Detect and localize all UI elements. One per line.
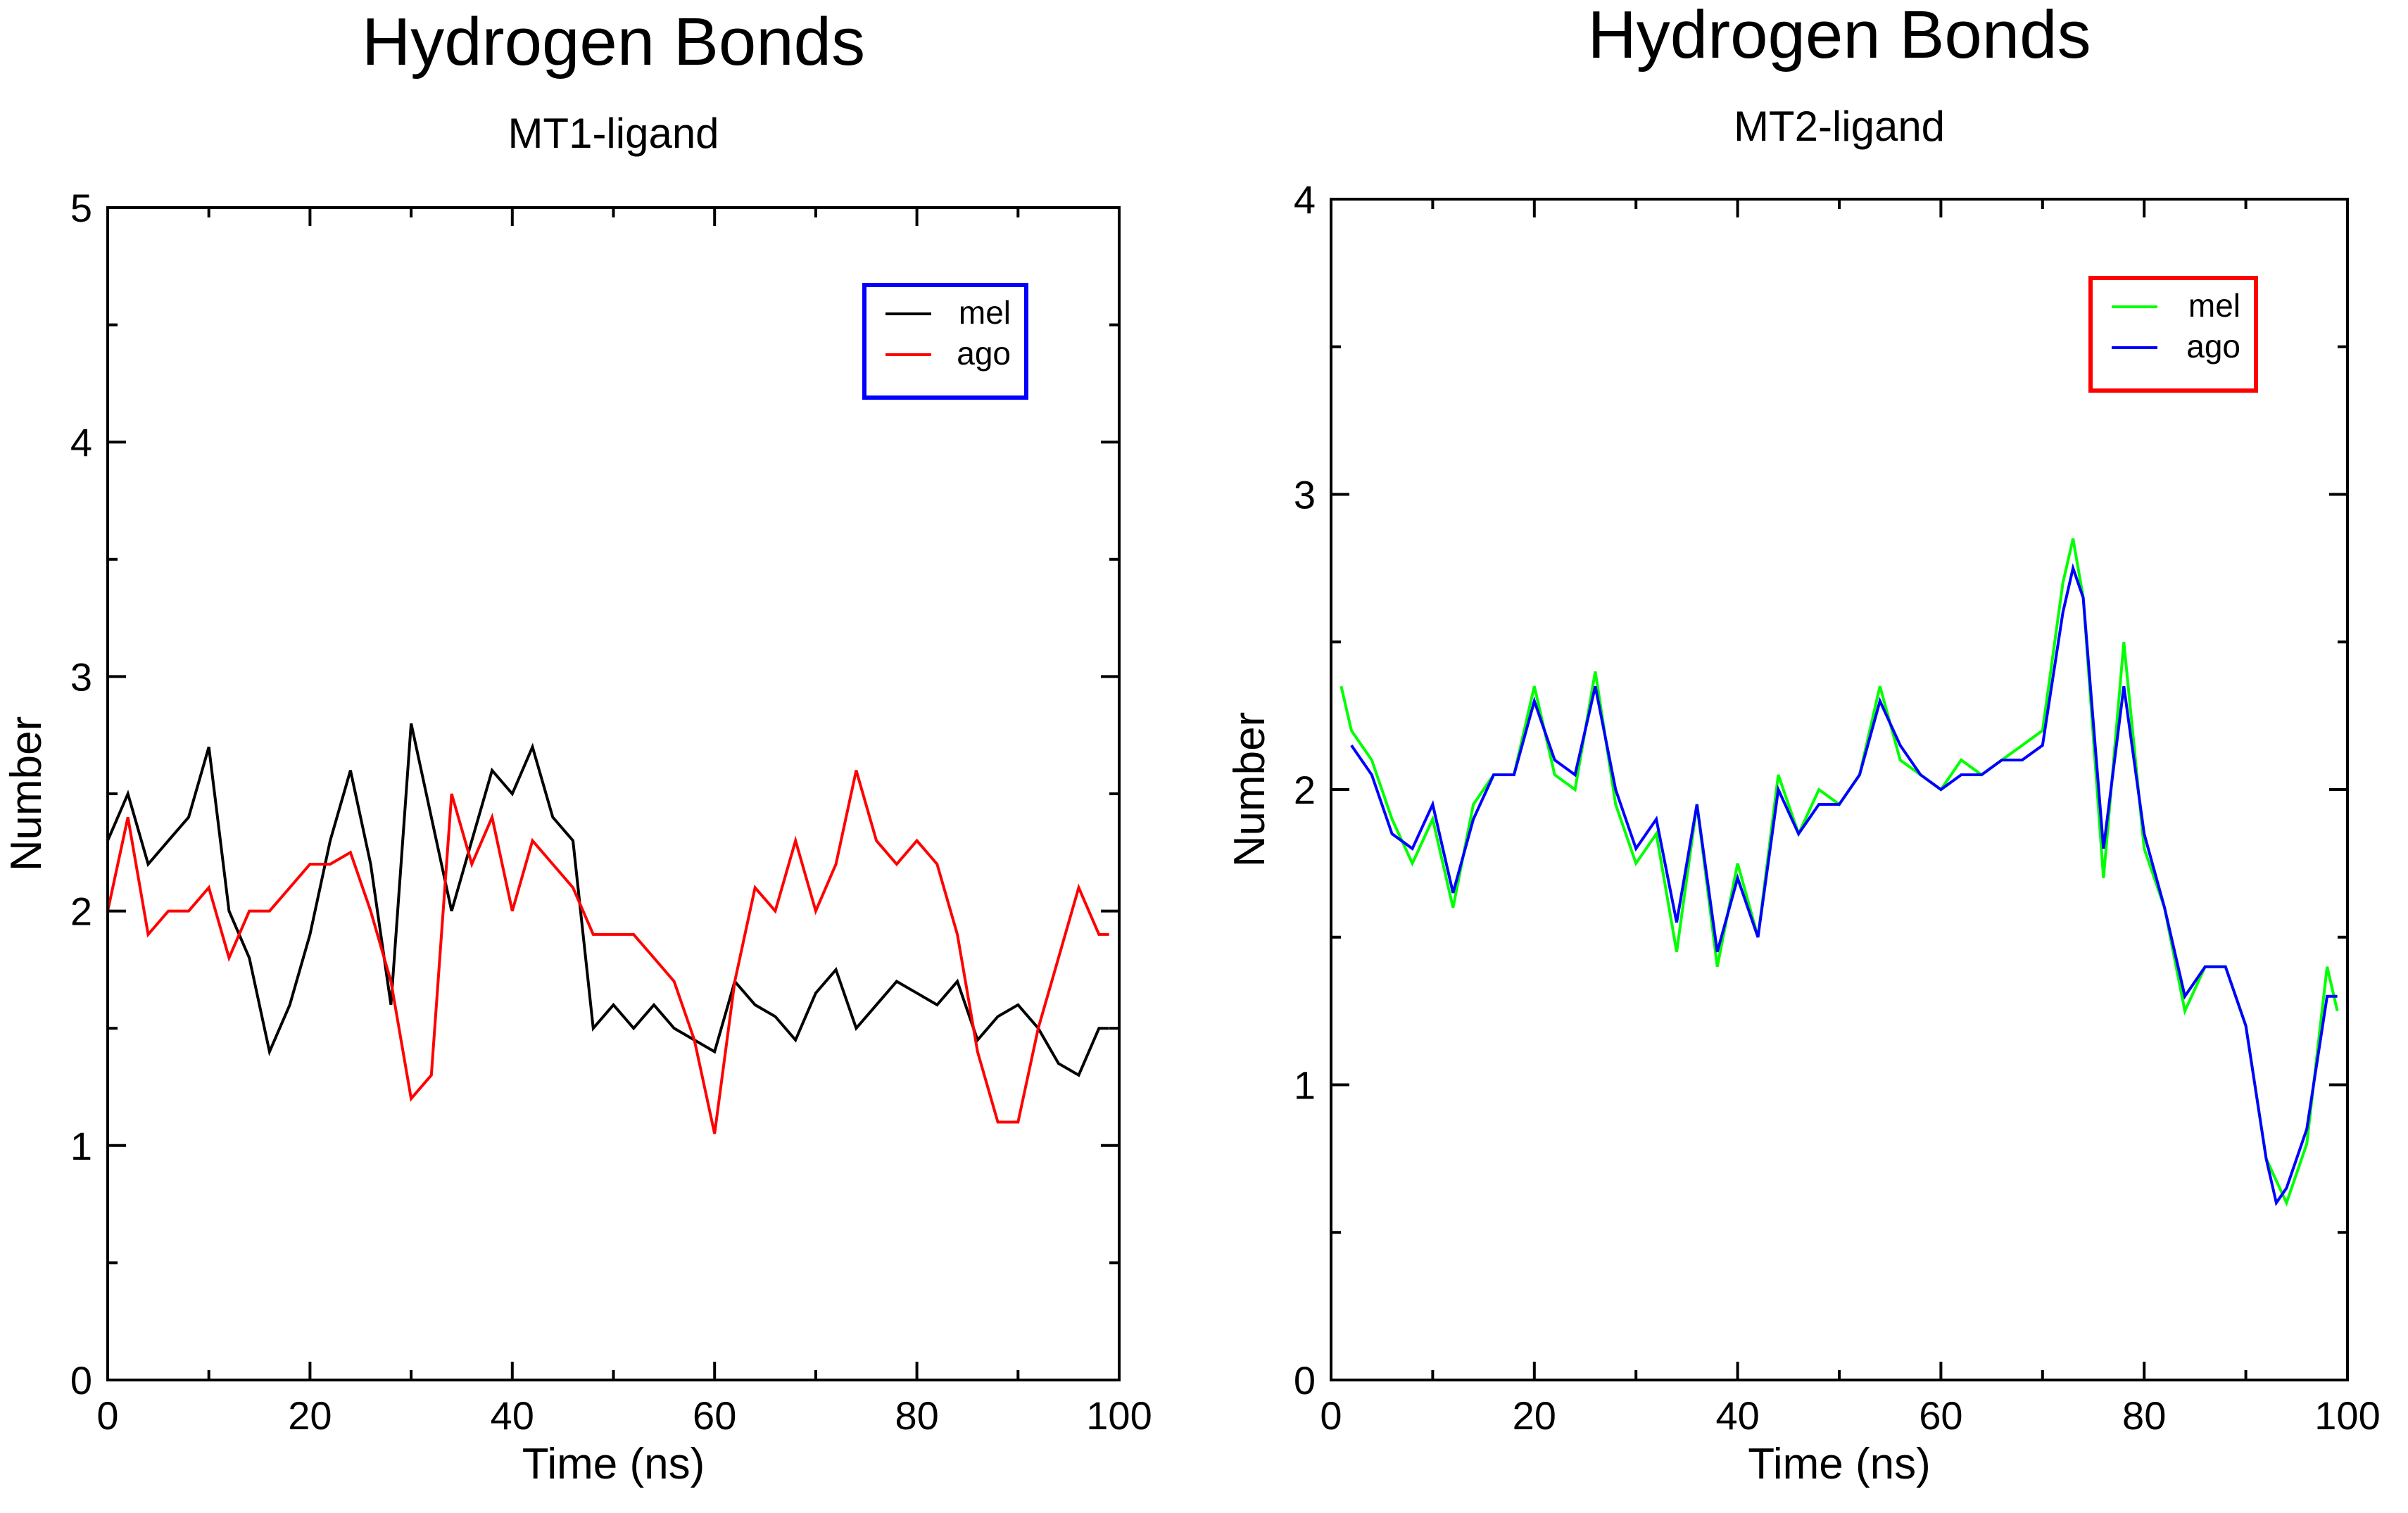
legend-label-mel: mel	[2188, 287, 2240, 324]
x-tick-label: 100	[2314, 1393, 2380, 1438]
x-tick-label: 40	[1715, 1393, 1759, 1438]
legend-frame	[862, 283, 1028, 400]
chart-title: Hydrogen Bonds	[1587, 0, 2091, 72]
y-tick-label: 3	[1294, 473, 1316, 517]
y-axis-label: Number	[2, 716, 51, 872]
series-line-ago	[108, 770, 1109, 1134]
y-tick-label: 2	[70, 890, 92, 934]
y-tick-label: 3	[70, 654, 92, 699]
y-tick-label: 4	[70, 420, 92, 464]
x-tick-label: 60	[693, 1393, 736, 1438]
x-tick-label: 100	[1086, 1393, 1152, 1438]
series-line-mel	[108, 723, 1109, 1077]
legend: mel ago	[2088, 276, 2258, 393]
y-axis-label: Number	[1225, 712, 1274, 868]
x-tick-label: 40	[491, 1393, 534, 1438]
y-tick-label: 0	[1294, 1358, 1316, 1403]
legend: mel ago	[862, 283, 1028, 400]
x-tick-label: 0	[96, 1393, 118, 1438]
x-tick-label: 60	[1919, 1393, 1962, 1438]
x-tick-label: 20	[288, 1393, 332, 1438]
x-tick-label: 80	[2122, 1393, 2166, 1438]
legend-label-ago: ago	[957, 335, 1011, 372]
y-tick-label: 1	[70, 1124, 92, 1168]
y-tick-label: 1	[1294, 1063, 1316, 1108]
legend-label-mel: mel	[959, 294, 1011, 331]
series-line-mel	[1339, 538, 2339, 1207]
x-tick-label: 0	[1320, 1393, 1342, 1438]
series-line-ago	[1350, 563, 2338, 1207]
chart-title: Hydrogen Bonds	[362, 4, 865, 80]
y-tick-label: 4	[1294, 177, 1316, 222]
chart-2: Hydrogen Bonds MT2-ligand 0 20 40 60 80 100 0 1 2 3…	[1225, 0, 2381, 1488]
x-axis-label: Time (ns)	[1748, 1440, 1930, 1488]
x-tick-label: 20	[1513, 1393, 1556, 1438]
legend-label-ago: ago	[2186, 328, 2240, 365]
chart-1: Hydrogen Bonds MT1-ligand 0 20 40 60 80 100 0 1 2 3…	[2, 4, 1152, 1488]
x-tick-label: 80	[895, 1393, 938, 1438]
y-tick-label: 0	[70, 1358, 92, 1403]
y-tick-label: 2	[1294, 768, 1316, 812]
legend-frame	[2088, 276, 2258, 393]
y-tick-label: 5	[70, 186, 92, 230]
x-axis-label: Time (ns)	[522, 1440, 705, 1488]
chart-subtitle: MT1-ligand	[508, 110, 719, 157]
chart-subtitle: MT2-ligand	[1734, 103, 1945, 150]
